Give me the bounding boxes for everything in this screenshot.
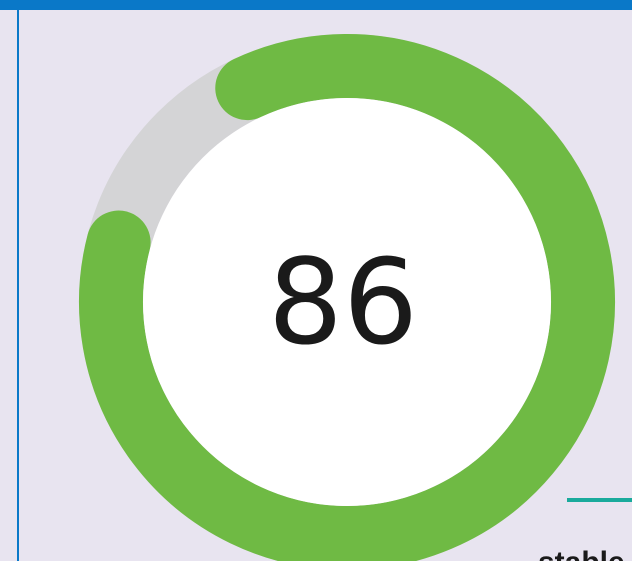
status-label: stable bbox=[538, 546, 625, 561]
gauge-center bbox=[143, 98, 551, 506]
left-border bbox=[17, 10, 19, 561]
header-bar bbox=[0, 0, 632, 10]
gauge-arc bbox=[79, 34, 615, 561]
status-underline bbox=[567, 498, 632, 502]
gauge-value: 86 bbox=[268, 233, 418, 371]
gauge bbox=[79, 34, 615, 561]
